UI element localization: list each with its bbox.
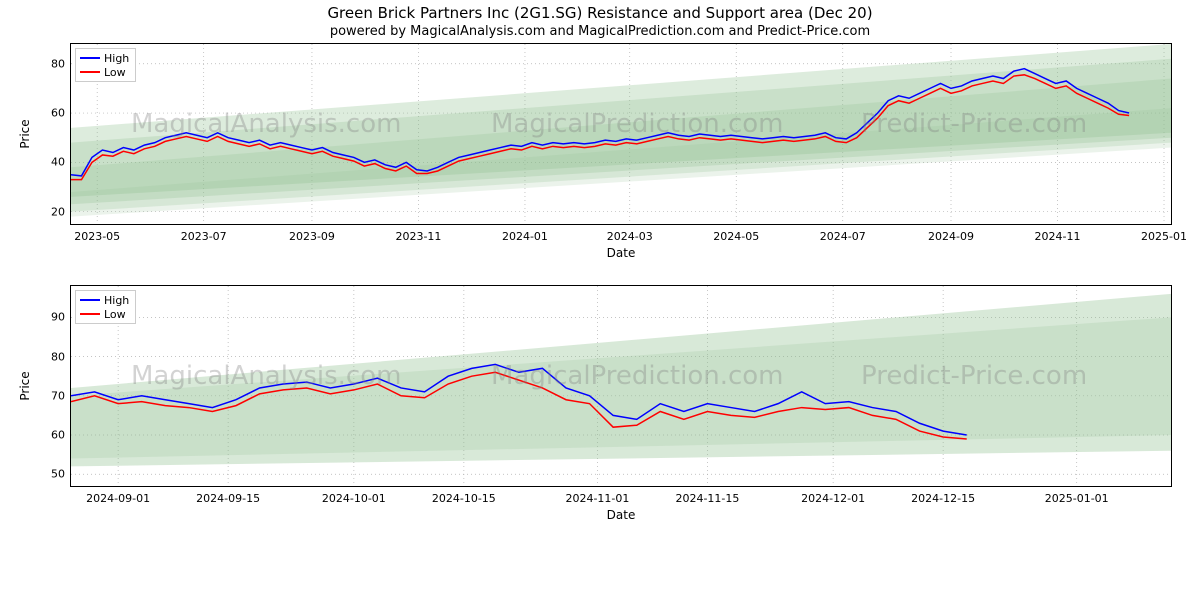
xtick-label: 2024-11 [1035,230,1081,243]
bot-legend: High Low [75,290,136,324]
xtick-label: 2024-09-01 [86,492,150,505]
top-ylabel: Price [18,119,32,148]
top-legend: High Low [75,48,136,82]
ytick-label: 80 [51,350,65,363]
chart-title: Green Brick Partners Inc (2G1.SG) Resist… [0,4,1200,22]
legend-low: Low [80,65,129,79]
legend-high-label-b: High [104,294,129,307]
xtick-label: 2023-07 [181,230,227,243]
top-chart-svg [71,44,1171,224]
xtick-label: 2023-05 [74,230,120,243]
xtick-label: 2024-12-15 [911,492,975,505]
xtick-label: 2025-01-01 [1045,492,1109,505]
ytick-label: 90 [51,311,65,324]
ytick-label: 70 [51,389,65,402]
xtick-label: 2024-09 [928,230,974,243]
xtick-label: 2025-01 [1141,230,1187,243]
legend-low-label: Low [104,66,126,79]
xtick-label: 2024-10-15 [432,492,496,505]
xtick-label: 2024-05 [713,230,759,243]
top-xlabel: Date [607,246,636,260]
xtick-label: 2024-03 [607,230,653,243]
bot-ylabel: Price [18,371,32,400]
ytick-label: 60 [51,429,65,442]
legend-high-b: High [80,293,129,307]
legend-low-b: Low [80,307,129,321]
legend-low-label-b: Low [104,308,126,321]
ytick-label: 60 [51,107,65,120]
xtick-label: 2024-01 [502,230,548,243]
bot-chart-svg [71,286,1171,486]
top-chart: Price Date High Low MagicalAnalysis.com … [70,43,1172,225]
legend-high: High [80,51,129,65]
legend-low-swatch [80,71,100,73]
bottom-chart: Price Date High Low MagicalAnalysis.com … [70,285,1172,487]
ytick-label: 80 [51,57,65,70]
xtick-label: 2024-11-15 [675,492,739,505]
xtick-label: 2024-12-01 [801,492,865,505]
xtick-label: 2024-09-15 [196,492,260,505]
legend-high-label: High [104,52,129,65]
xtick-label: 2024-11-01 [565,492,629,505]
bot-xlabel: Date [607,508,636,522]
xtick-label: 2024-07 [820,230,866,243]
xtick-label: 2023-11 [395,230,441,243]
xtick-label: 2024-10-01 [322,492,386,505]
xtick-label: 2023-09 [289,230,335,243]
legend-high-swatch-b [80,299,100,301]
chart-subtitle: powered by MagicalAnalysis.com and Magic… [0,24,1200,39]
legend-high-swatch [80,57,100,59]
legend-low-swatch-b [80,313,100,315]
ytick-label: 50 [51,468,65,481]
ytick-label: 20 [51,205,65,218]
ytick-label: 40 [51,156,65,169]
